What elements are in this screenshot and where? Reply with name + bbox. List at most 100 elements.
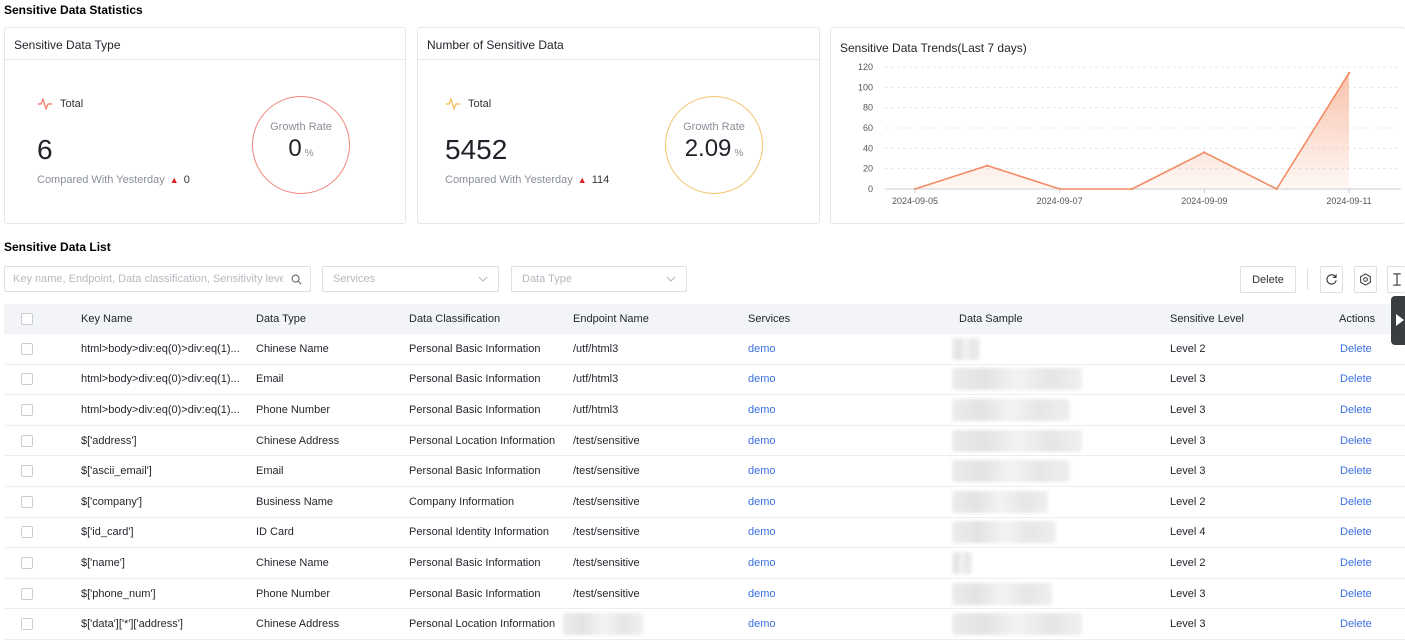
- row-checkbox[interactable]: [21, 434, 33, 447]
- delete-link[interactable]: Delete: [1340, 587, 1372, 600]
- service-link[interactable]: demo: [748, 373, 776, 386]
- delete-button[interactable]: Delete: [1240, 266, 1296, 293]
- row-checkbox-cell[interactable]: [21, 526, 33, 539]
- search-input[interactable]: [13, 273, 283, 285]
- delete-link[interactable]: Delete: [1340, 434, 1372, 447]
- delete-link[interactable]: Delete: [1340, 618, 1372, 631]
- refresh-button[interactable]: [1320, 266, 1343, 293]
- data-type-placeholder: Data Type: [522, 273, 572, 285]
- column-height-button[interactable]: [1387, 266, 1405, 293]
- y-tick-label: 80: [863, 103, 873, 113]
- row-checkbox-cell[interactable]: [21, 587, 33, 600]
- trend-point: [1347, 71, 1351, 75]
- table-row[interactable]: $['phone_num'] Phone Number Personal Basic…: [4, 579, 1405, 610]
- compare-yesterday: Compared With Yesterday ▲ 0: [37, 174, 190, 186]
- data-type-cell: Email: [256, 373, 284, 386]
- growth-value-wrap: 0%: [288, 135, 313, 163]
- row-checkbox[interactable]: [21, 465, 33, 478]
- select-all-checkbox[interactable]: [21, 313, 33, 325]
- service-link[interactable]: demo: [748, 342, 776, 355]
- list-section-title: Sensitive Data List: [4, 240, 111, 254]
- endpoint-cell: /test/sensitive: [573, 495, 640, 508]
- x-tick-label: 2024-09-11: [1326, 196, 1371, 206]
- services-select[interactable]: Services: [322, 266, 499, 292]
- chevron-down-icon: [478, 276, 488, 282]
- key-name-cell: $['name']: [81, 556, 125, 569]
- service-link[interactable]: demo: [748, 526, 776, 539]
- side-panel-toggle[interactable]: [1391, 296, 1405, 345]
- table-row[interactable]: html>body>div:eq(0)>div:eq(1)... Email Per…: [4, 365, 1405, 396]
- sensitive-data-type-card: Sensitive Data Type Total 6 Compared Wit…: [4, 27, 406, 224]
- number-of-sensitive-data-card: Number of Sensitive Data Total 5452 Comp…: [417, 27, 820, 224]
- table-row[interactable]: $['id_card'] ID Card Personal Identity Inf…: [4, 518, 1405, 549]
- delete-link[interactable]: Delete: [1340, 465, 1372, 478]
- data-type-cell: Chinese Name: [256, 342, 329, 355]
- delete-link[interactable]: Delete: [1340, 342, 1372, 355]
- row-checkbox[interactable]: [21, 403, 33, 416]
- row-checkbox[interactable]: [21, 587, 33, 600]
- delete-link[interactable]: Delete: [1340, 526, 1372, 539]
- data-sample-redacted: [952, 368, 1082, 391]
- level-cell: Level 2: [1170, 556, 1206, 569]
- data-type-cell: Phone Number: [256, 403, 330, 416]
- key-name-cell: html>body>div:eq(0)>div:eq(1)...: [81, 342, 240, 355]
- select-all-cell[interactable]: [21, 313, 33, 325]
- growth-unit: %: [734, 148, 744, 159]
- table-row[interactable]: $['name'] Chinese Name Personal Basic Info…: [4, 548, 1405, 579]
- row-checkbox-cell[interactable]: [21, 434, 33, 447]
- y-tick-label: 40: [863, 143, 873, 153]
- service-link[interactable]: demo: [748, 465, 776, 478]
- table-row[interactable]: $['address'] Chinese Address Personal Loca…: [4, 426, 1405, 457]
- service-link[interactable]: demo: [748, 495, 776, 508]
- table-row[interactable]: html>body>div:eq(0)>div:eq(1)... Phone Nu…: [4, 395, 1405, 426]
- data-type-select[interactable]: Data Type: [511, 266, 687, 292]
- table-row[interactable]: html>body>div:eq(0)>div:eq(1)... Chinese …: [4, 334, 1405, 365]
- service-link[interactable]: demo: [748, 618, 776, 631]
- row-checkbox-cell[interactable]: [21, 342, 33, 355]
- row-checkbox-cell[interactable]: [21, 556, 33, 569]
- search-box[interactable]: [4, 266, 311, 292]
- pulse-icon: [38, 98, 52, 110]
- refresh-icon: [1326, 274, 1337, 285]
- settings-button[interactable]: [1354, 266, 1377, 293]
- row-checkbox-cell[interactable]: [21, 373, 33, 386]
- row-checkbox[interactable]: [21, 526, 33, 539]
- row-checkbox[interactable]: [21, 556, 33, 569]
- growth-value: 0: [288, 135, 302, 162]
- table-row[interactable]: $['company'] Business Name Company Informa…: [4, 487, 1405, 518]
- row-checkbox[interactable]: [21, 495, 33, 508]
- data-type-cell: Business Name: [256, 495, 334, 508]
- row-checkbox-cell[interactable]: [21, 618, 33, 631]
- delete-link[interactable]: Delete: [1340, 556, 1372, 569]
- service-link[interactable]: demo: [748, 434, 776, 447]
- endpoint-cell: /utf/html3: [573, 403, 619, 416]
- data-type-cell: Chinese Address: [256, 434, 340, 447]
- growth-value: 2.09: [684, 135, 732, 162]
- col-endpoint-name: Endpoint Name: [573, 313, 649, 325]
- delete-link[interactable]: Delete: [1340, 403, 1372, 416]
- data-type-cell: Chinese Address: [256, 618, 340, 631]
- search-icon[interactable]: [291, 274, 302, 285]
- row-checkbox-cell[interactable]: [21, 403, 33, 416]
- table-row[interactable]: $['data']['*']['address'] Chinese Address…: [4, 609, 1405, 640]
- row-checkbox[interactable]: [21, 342, 33, 355]
- delete-link[interactable]: Delete: [1340, 373, 1372, 386]
- x-tick-label: 2024-09-05: [892, 196, 938, 206]
- row-checkbox-cell[interactable]: [21, 495, 33, 508]
- col-data-classification: Data Classification: [409, 313, 501, 325]
- delete-link[interactable]: Delete: [1340, 495, 1372, 508]
- trend-point: [986, 164, 989, 167]
- compare-yesterday: Compared With Yesterday ▲ 114: [445, 174, 609, 186]
- service-link[interactable]: demo: [748, 556, 776, 569]
- trend-point: [1130, 187, 1134, 191]
- row-checkbox-cell[interactable]: [21, 465, 33, 478]
- table-row[interactable]: $['ascii_email'] Email Personal Basic Info…: [4, 456, 1405, 487]
- level-cell: Level 3: [1170, 434, 1206, 447]
- classification-cell: Personal Basic Information: [409, 403, 541, 416]
- service-link[interactable]: demo: [748, 587, 776, 600]
- row-checkbox[interactable]: [21, 618, 33, 631]
- row-checkbox[interactable]: [21, 373, 33, 386]
- growth-label: Growth Rate: [683, 121, 745, 133]
- service-link[interactable]: demo: [748, 403, 776, 416]
- compare-delta: 114: [591, 174, 610, 186]
